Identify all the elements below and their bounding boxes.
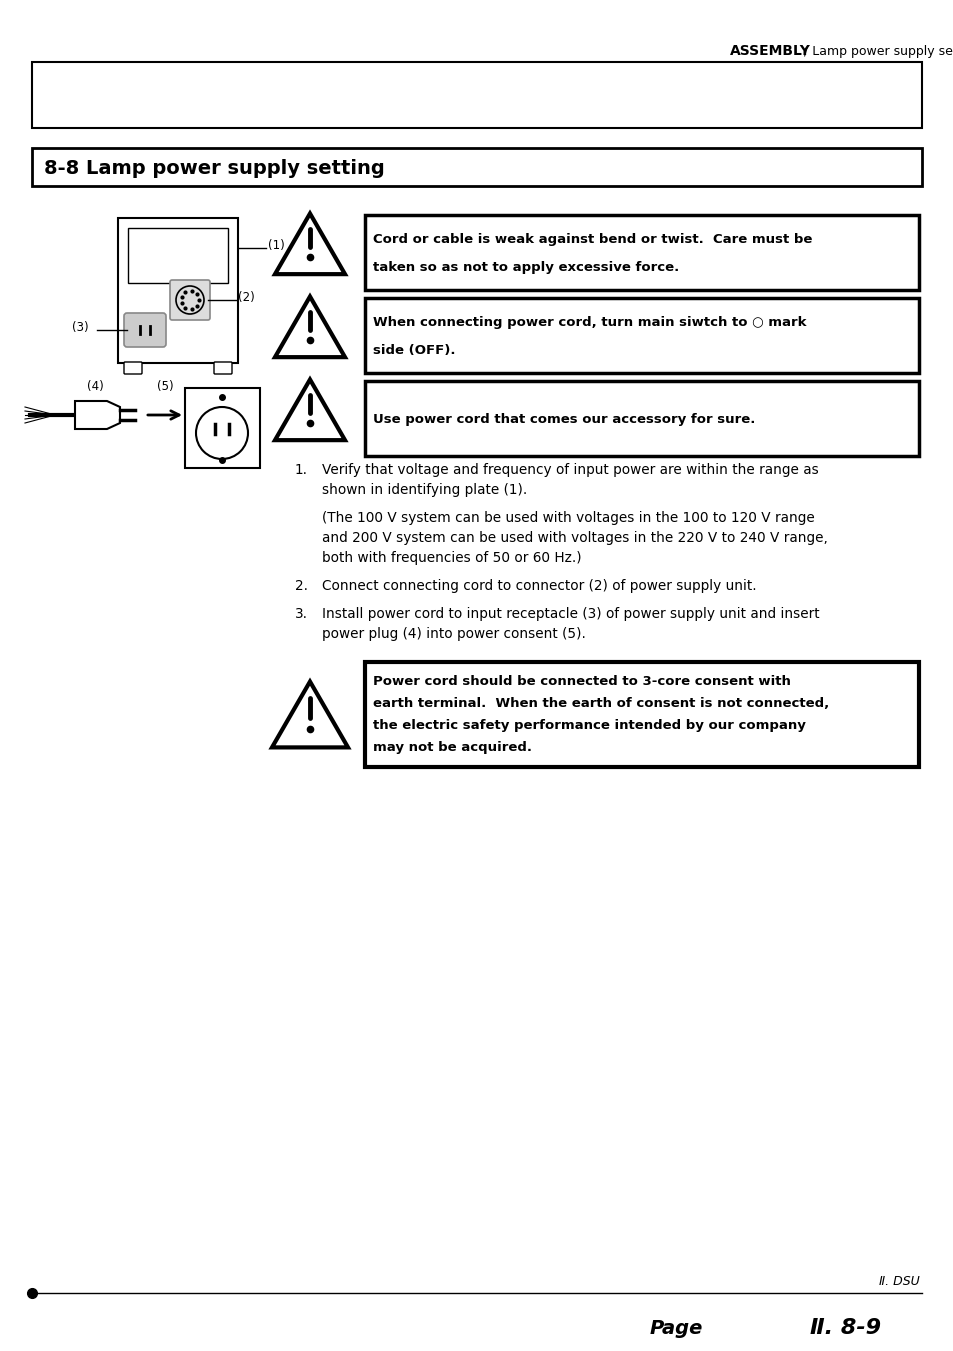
FancyBboxPatch shape	[128, 228, 228, 282]
FancyBboxPatch shape	[365, 299, 918, 373]
Text: When connecting power cord, turn main siwtch to ○ mark: When connecting power cord, turn main si…	[373, 316, 805, 328]
Polygon shape	[272, 682, 348, 747]
FancyBboxPatch shape	[213, 362, 232, 374]
Text: Verify that voltage and frequency of input power are within the range as: Verify that voltage and frequency of inp…	[322, 463, 818, 477]
Text: Install power cord to input receptacle (3) of power supply unit and insert: Install power cord to input receptacle (…	[322, 607, 819, 621]
Polygon shape	[75, 401, 120, 430]
Polygon shape	[274, 380, 345, 440]
FancyBboxPatch shape	[118, 218, 237, 363]
Text: Ⅱ. DSU: Ⅱ. DSU	[879, 1275, 919, 1288]
Text: 3.: 3.	[294, 607, 308, 621]
Text: (2): (2)	[237, 292, 254, 304]
FancyBboxPatch shape	[124, 313, 166, 347]
Text: Page: Page	[649, 1319, 702, 1337]
Text: (The 100 V system can be used with voltages in the 100 to 120 V range: (The 100 V system can be used with volta…	[322, 511, 814, 526]
Text: Ⅱ. 8-9: Ⅱ. 8-9	[809, 1319, 881, 1337]
Text: shown in identifying plate (1).: shown in identifying plate (1).	[322, 484, 527, 497]
Text: Use power cord that comes our accessory for sure.: Use power cord that comes our accessory …	[373, 413, 755, 426]
FancyBboxPatch shape	[32, 62, 921, 128]
Text: side (OFF).: side (OFF).	[373, 345, 455, 357]
FancyBboxPatch shape	[32, 149, 921, 186]
FancyBboxPatch shape	[124, 362, 142, 374]
Text: the electric safety performance intended by our company: the electric safety performance intended…	[373, 719, 805, 732]
FancyBboxPatch shape	[365, 381, 918, 457]
Text: power plug (4) into power consent (5).: power plug (4) into power consent (5).	[322, 627, 585, 640]
FancyBboxPatch shape	[365, 662, 918, 767]
Text: earth terminal.  When the earth of consent is not connected,: earth terminal. When the earth of consen…	[373, 697, 828, 709]
FancyBboxPatch shape	[365, 215, 918, 290]
Text: (3): (3)	[71, 322, 89, 335]
Text: 8-8 Lamp power supply setting: 8-8 Lamp power supply setting	[44, 158, 384, 177]
Text: taken so as not to apply excessive force.: taken so as not to apply excessive force…	[373, 261, 679, 274]
Text: Connect connecting cord to connector (2) of power supply unit.: Connect connecting cord to connector (2)…	[322, 580, 756, 593]
Polygon shape	[274, 213, 345, 274]
Text: (4): (4)	[87, 380, 103, 393]
Text: Cord or cable is weak against bend or twist.  Care must be: Cord or cable is weak against bend or tw…	[373, 232, 812, 246]
Text: / Lamp power supply setting: / Lamp power supply setting	[800, 45, 953, 58]
Text: both with frequencies of 50 or 60 Hz.): both with frequencies of 50 or 60 Hz.)	[322, 551, 581, 565]
Text: 1.: 1.	[294, 463, 308, 477]
Text: may not be acquired.: may not be acquired.	[373, 742, 532, 754]
Text: ASSEMBLY: ASSEMBLY	[729, 45, 810, 58]
Text: (1): (1)	[268, 239, 284, 253]
Text: 2.: 2.	[294, 580, 308, 593]
Text: and 200 V system can be used with voltages in the 220 V to 240 V range,: and 200 V system can be used with voltag…	[322, 531, 827, 544]
Text: Power cord should be connected to 3-core consent with: Power cord should be connected to 3-core…	[373, 674, 790, 688]
Text: (5): (5)	[156, 380, 173, 393]
Polygon shape	[274, 296, 345, 357]
FancyBboxPatch shape	[170, 280, 210, 320]
FancyBboxPatch shape	[185, 388, 260, 467]
